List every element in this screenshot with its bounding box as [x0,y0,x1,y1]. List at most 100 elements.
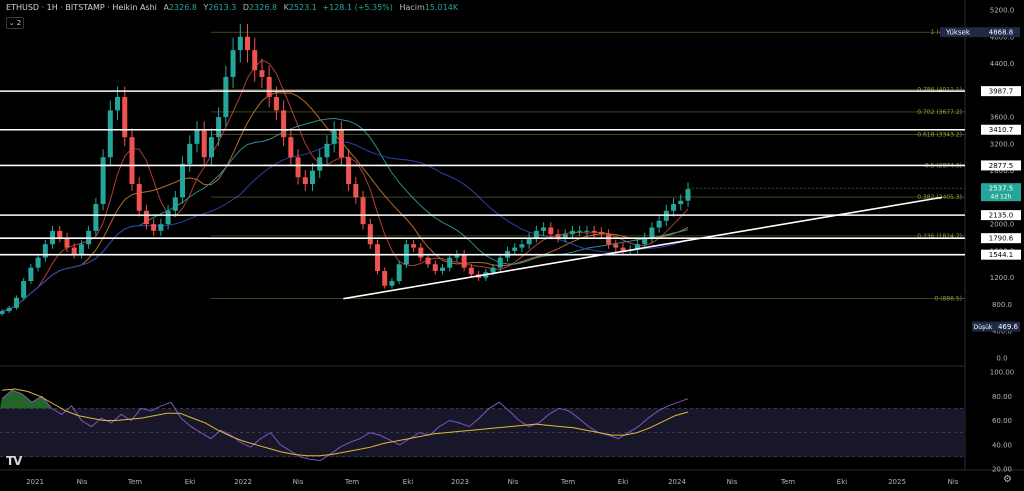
candle-body [71,247,77,255]
x-tick-label: 2025 [888,478,906,486]
candle-body [158,224,164,231]
candle-body [302,177,308,184]
x-tick-label: 2022 [234,478,252,486]
candle-body [129,137,135,184]
fib-level-label: 0.618 (3343.2) [917,131,962,138]
candle-body [425,257,431,265]
x-tick-label: Nis [948,478,959,486]
candle-body [115,97,121,111]
fib-level-label: 0 (886.5) [934,296,962,303]
candle-body [519,244,525,248]
candle-body [671,204,677,211]
rsi-tick-label: 40.00 [992,441,1012,449]
candle-body [374,244,380,271]
candle-body [447,257,453,268]
candle-body [13,297,19,308]
price-tag-bg [981,86,1021,97]
rsi-tick-label: 60.00 [992,417,1012,425]
y-tick-label: 5200.0 [990,7,1015,15]
gear-icon[interactable]: ⚙ [1003,474,1012,485]
candle-body [367,224,373,245]
candle-body [656,220,662,228]
candle-body [136,184,142,211]
high-tag-label: Yüksek [945,29,971,37]
candle-body [201,130,207,158]
x-tick-label: Tem [780,478,795,486]
x-tick-label: Tem [127,478,142,486]
candle-body [454,254,460,258]
ma-blue-line [1,141,689,312]
candle-body [678,200,684,205]
candle-body [490,267,496,273]
price-tag-label: 3410.7 [989,126,1014,134]
x-tick-label: 2024 [668,478,686,486]
close-label: K [283,3,289,12]
candle-body [216,117,222,138]
y-tick-label: 3200.0 [990,140,1015,148]
y-tick-label: 0.0 [996,355,1007,363]
low-tag-label: Düşük [974,324,993,331]
x-tick-label: 2021 [26,478,44,486]
candle-body [577,230,583,232]
change-value: +128.1 (+5.35%) [322,3,393,12]
candle-body [360,197,366,225]
ascending-trendline [343,196,943,300]
candle-body [42,244,48,258]
high-tag-bg [940,27,1020,38]
close-value: 2523.1 [288,3,317,12]
fib-level-label: 0.236 (1824.7) [917,233,962,240]
price-tag-label: 1544.1 [989,251,1014,259]
x-tick-label: Nis [727,478,738,486]
last-price-tag-bg [981,183,1021,202]
volume-label: Hacim [399,3,425,12]
open-value: 2326.8 [168,3,197,12]
fib-level-label: 0.702 (3677.2) [917,109,962,116]
candle-body [107,110,113,158]
ma-orange-line [1,91,689,312]
collapse-indicators-button[interactable]: ⌄ 2 [6,17,24,29]
candle-body [497,257,503,268]
rsi-tick-label: 80.00 [992,393,1012,401]
candle-body [317,157,323,171]
candle-body [295,157,301,178]
candle-body [194,130,200,144]
candle-body [245,36,251,51]
rsi-tick-label: 20.00 [992,466,1012,474]
candle-body [634,244,640,250]
x-tick-label: Tem [560,478,575,486]
price-tag-bg [981,249,1021,260]
low-label: D [242,3,250,12]
candle-body [620,247,626,251]
candle-body [526,237,532,245]
candle-body [382,271,388,286]
candle-body [6,307,12,312]
candle-body [230,50,236,77]
candle-body [28,267,34,282]
candle-body [649,227,655,238]
x-tick-label: Eki [185,478,195,486]
candle-body [353,184,359,198]
rsi-tick-label: 100.00 [990,369,1015,377]
low-value: 2326.8 [249,3,278,12]
candle-body [461,254,467,268]
candle-body [273,97,279,111]
symbol-title[interactable]: ETHUSD · 1H · BITSTAMP · Heikin Ashi [6,3,157,12]
candle-body [324,143,330,158]
candle-body [259,70,265,77]
x-tick-label: 2023 [451,478,469,486]
candle-body [0,311,5,314]
volume-value: 15.014K [424,3,459,12]
candle-body [533,230,539,238]
y-tick-label: 400.0 [992,328,1012,336]
candle-body [606,234,612,245]
y-tick-label: 2000.0 [990,221,1015,229]
y-tick-label: 1200.0 [990,274,1015,282]
last-price-value: 2537.5 [989,185,1014,193]
y-tick-label: 4800.0 [990,33,1015,41]
candle-body [584,230,590,232]
y-tick-label: 2800.0 [990,167,1015,175]
candle-body [165,210,171,225]
candle-body [223,76,229,118]
price-tag-label: 1790.6 [989,235,1014,243]
